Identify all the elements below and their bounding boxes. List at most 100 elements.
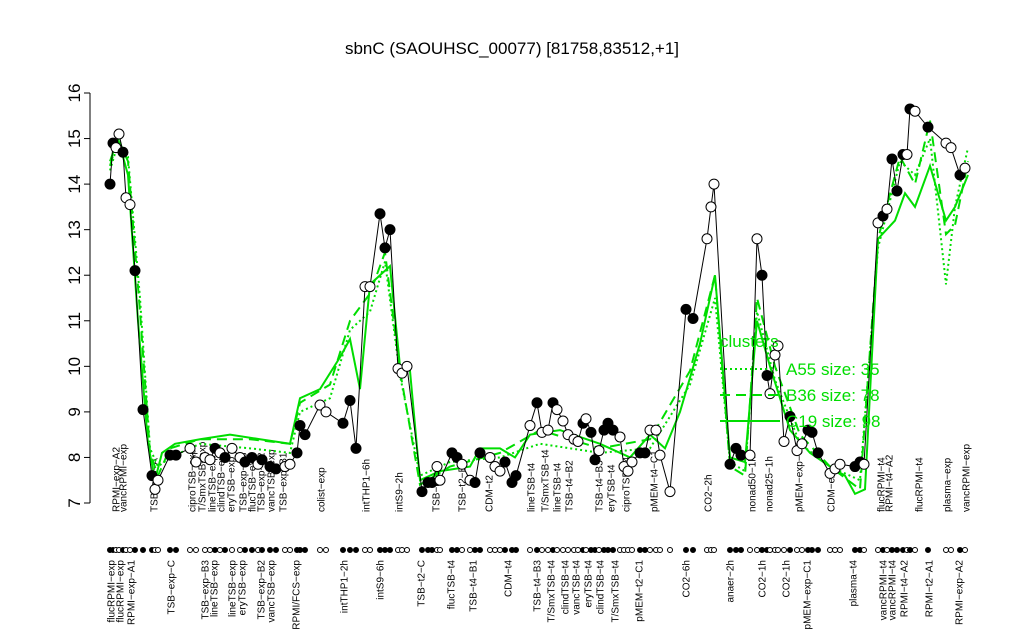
x-tick-label: pMEM−t4−C1 (650, 450, 661, 512)
x-tick-label: T/SmxTSB−t4 (611, 560, 622, 623)
sample-dot (399, 547, 405, 553)
sample-dot (207, 547, 213, 553)
data-point (299, 429, 311, 441)
data-point (778, 436, 790, 447)
data-point (117, 146, 129, 158)
data-point (557, 415, 569, 427)
x-tick-label: lineTSB−exp (210, 560, 221, 617)
y-tick-label: 9 (65, 407, 84, 416)
data-point (593, 445, 605, 457)
sample-dot (237, 547, 243, 553)
data-point (219, 451, 231, 463)
sample-dot (467, 547, 473, 553)
x-tick-label: vancRPMI−exp (119, 443, 130, 512)
x-tick-label: lineTSB−t4 (527, 462, 538, 512)
sample-dot (259, 547, 265, 553)
x-tick-label: TSB−exp−B3 (239, 452, 250, 512)
sample-dot (957, 547, 963, 553)
data-point (190, 456, 202, 468)
sample-dot (884, 547, 890, 553)
x-tick-label: T/SmxTSB−t4 (547, 560, 558, 623)
x-tick-label: CDM−t2 (485, 475, 496, 512)
x-tick-label: RPMI−exp−A1 (127, 560, 138, 625)
y-tick-label: 8 (65, 453, 84, 462)
x-tick-label: nonad25−1h (765, 456, 776, 512)
data-point (291, 447, 303, 459)
sample-dot (781, 547, 787, 553)
sample-dot (173, 547, 179, 553)
data-point (858, 458, 870, 470)
sample-dot (832, 547, 838, 553)
sample-dot (943, 547, 949, 553)
x-tick-label: CO2−1h (758, 560, 769, 598)
data-point (270, 463, 282, 475)
x-tick-label: vancRPMI−t4 (888, 560, 899, 621)
x-tick-label: clindTSB−t4 (596, 560, 607, 615)
sample-dot (727, 547, 733, 553)
y-tick-label: 12 (65, 266, 84, 285)
sample-dot (583, 547, 589, 553)
sample-dot (962, 547, 968, 553)
sample-dot (575, 547, 581, 553)
sample-dot (637, 547, 643, 553)
data-point (379, 242, 391, 254)
data-point (881, 203, 893, 215)
sample-dot (912, 547, 918, 553)
sample-dot (140, 547, 146, 553)
data-point (469, 477, 481, 488)
x-tick-label: vancRPMI−exp (962, 443, 973, 512)
x-tick-label: RPMI−t4−A2 (885, 454, 896, 512)
x-tick-label: vancTSB−exp (267, 560, 278, 623)
x-tick-label: colist−exp (317, 467, 328, 512)
data-point (337, 417, 349, 429)
data-point (284, 458, 296, 470)
data-point (701, 233, 713, 245)
data-point (687, 313, 699, 324)
sample-dot (353, 547, 359, 553)
x-tick-label: TSB−exp−B1 (279, 452, 290, 512)
x-tick-label: intTHP1−6h (362, 459, 373, 512)
x-tick-label: flucRPMI−exp (116, 560, 127, 623)
x-tick-label: TSB−t4−B2 (565, 460, 576, 512)
x-tick-label: RPMI−t2−A1 (925, 560, 936, 618)
x-tick-label: pMEM−exp−C1 (803, 560, 814, 630)
x-tick-label: TSB−t4−B3 (595, 460, 606, 512)
x-tick-label: T/SmxTSB−exp (198, 441, 209, 512)
sample-dot (554, 547, 560, 553)
sample-dot (202, 547, 208, 553)
data-point (572, 436, 584, 447)
data-point (499, 456, 511, 468)
sample-dot (629, 547, 635, 553)
sample-dot (229, 547, 235, 553)
data-point (149, 483, 161, 495)
data-point (901, 149, 913, 160)
x-tick-label: intS9−6h (376, 560, 387, 600)
data-point (320, 406, 332, 418)
x-tick-label: eryTSB−t4 (607, 464, 618, 512)
sample-dot (362, 547, 368, 553)
data-point (654, 449, 666, 461)
x-tick-label: clindTSB−exp (217, 450, 228, 512)
x-tick-label: ciproTSB−t4 (622, 456, 633, 512)
x-tick-label: lineTSB−exp (228, 560, 239, 617)
sample-dot (759, 547, 765, 553)
sample-dot (667, 547, 673, 553)
x-tick-label: TSB−t2−B1 (458, 460, 469, 512)
y-tick-label: 7 (65, 498, 84, 507)
sample-dot (377, 547, 383, 553)
data-point (510, 470, 522, 482)
x-tick-label: plasma−t4 (849, 560, 860, 607)
data-point (761, 369, 773, 381)
x-tick-label: RPMI−t4−A2 (900, 560, 911, 618)
data-point (344, 395, 356, 406)
sample-dot (657, 547, 663, 553)
x-tick-label: nonad50−1h (748, 456, 759, 512)
data-point (784, 410, 796, 422)
sample-dot (690, 547, 696, 553)
sample-dot (794, 547, 800, 553)
x-tick-label: pMEM−exp−C2 (795, 442, 806, 512)
x-tick-label: TSB−t4−A (432, 466, 443, 512)
data-point (945, 142, 957, 154)
sample-dot (647, 547, 653, 553)
